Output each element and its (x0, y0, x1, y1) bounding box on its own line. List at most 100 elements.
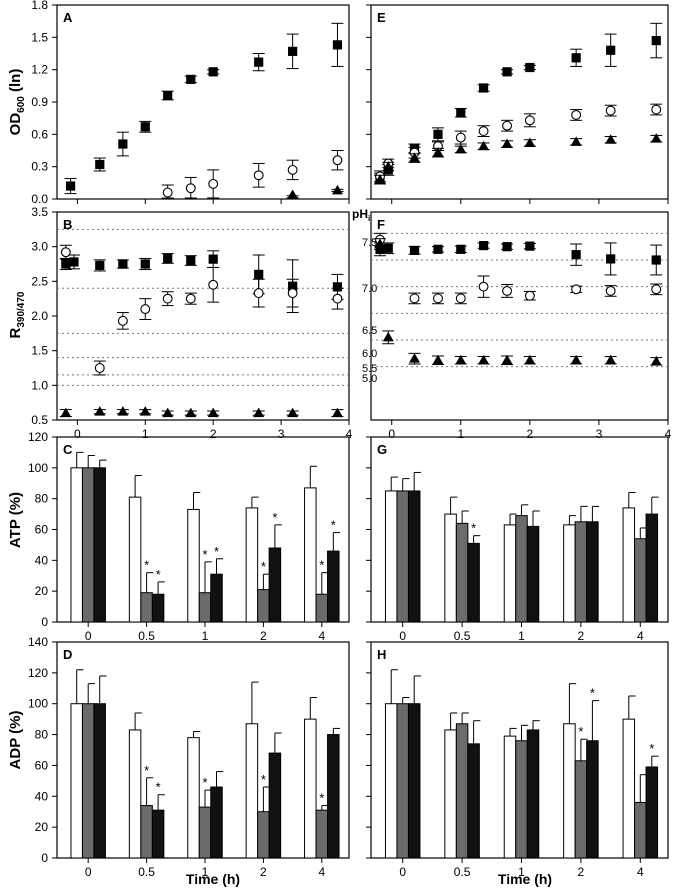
bar-black (93, 703, 106, 859)
x-tick-label: 0 (85, 865, 92, 879)
y-tick-label: 2.0 (31, 309, 48, 323)
y-tick-label: 0.9 (31, 95, 48, 109)
y-tick-label: 80 (35, 492, 49, 506)
data-point-circle (185, 183, 196, 194)
x-tick-label: 0 (85, 629, 92, 643)
significance-star: * (261, 772, 266, 787)
data-point-square (163, 90, 173, 101)
data-point-circle (162, 187, 173, 198)
significance-star: * (272, 510, 277, 525)
data-point-circle (287, 164, 298, 175)
significance-star: * (319, 558, 324, 573)
x-tick-label: 2 (210, 427, 217, 441)
ph-tick-label: 6.5 (362, 325, 377, 337)
panel-b: B 0.5 1.0 1.5 2.0 2.5 3.0 3.5 0 1 2 3 4 (31, 205, 352, 441)
x-tick-label: 2 (527, 427, 534, 441)
data-point-circle (287, 288, 298, 299)
y-tick-label: 1.5 (31, 344, 48, 358)
x-tick-label: 1 (202, 865, 209, 879)
x-tick-label: 2 (260, 865, 267, 879)
data-point-square (69, 257, 79, 267)
x-tick-label: 0.5 (454, 629, 471, 643)
data-point-triangle (478, 354, 490, 365)
y-tick-label: 20 (35, 820, 49, 834)
bar-black (327, 550, 340, 623)
bar-white (128, 729, 142, 859)
y-tick-label: 0.0 (31, 192, 48, 206)
data-point-triangle (501, 138, 513, 149)
bar-white (503, 524, 517, 623)
data-point-square (118, 139, 128, 149)
data-point-square (433, 129, 443, 139)
bar-gray (574, 521, 588, 623)
data-point-square (571, 53, 581, 63)
data-point-square (478, 241, 489, 251)
data-point-triangle (331, 407, 343, 418)
panel-label: H (377, 647, 386, 662)
data-point-triangle (570, 136, 582, 146)
x-tick-label: 2 (578, 629, 585, 643)
bar-gray (81, 467, 95, 623)
data-point-triangle (94, 406, 106, 416)
x-tick-label: 3 (278, 427, 285, 441)
data-point-triangle (432, 354, 444, 365)
bar-gray (515, 515, 528, 623)
significance-star: * (649, 741, 654, 756)
bar-black (467, 542, 480, 623)
bar-black (93, 467, 106, 623)
bar-black (210, 786, 223, 859)
bar-white (187, 508, 200, 623)
data-point-square (95, 159, 105, 170)
data-point-circle (94, 363, 105, 373)
y-tick-label: 80 (35, 728, 49, 742)
data-point-circle (332, 155, 343, 166)
bar-gray (81, 703, 95, 859)
significance-star: * (202, 775, 207, 790)
panel-e: E (366, 4, 669, 204)
bar-black (268, 547, 282, 623)
panel-g: G 0 0.5 * 1 2 4 (366, 436, 669, 643)
data-point-square (186, 255, 196, 266)
bar-gray (257, 589, 270, 623)
y-tick-label: 100 (28, 461, 48, 475)
y-tick-label: 0.3 (31, 160, 48, 174)
data-point-square (95, 260, 105, 270)
bar-gray (140, 592, 153, 623)
bar-black (407, 703, 421, 859)
ph-tick-label: 7.5 (362, 237, 377, 249)
bar-white (622, 507, 636, 623)
panel-frame (56, 211, 350, 421)
data-point-triangle (207, 407, 219, 418)
data-point-triangle (185, 407, 197, 418)
data-point-triangle (501, 354, 513, 365)
y-tick-label: 2.5 (31, 274, 48, 288)
x-tick-label: 0.5 (454, 865, 471, 879)
data-point-triangle (287, 189, 299, 199)
data-point-square (456, 108, 466, 118)
data-point-triangle (455, 143, 467, 154)
y-tick-label: 3.5 (31, 205, 48, 219)
y-tick-label: 120 (28, 666, 48, 680)
y-tick-label: 140 (28, 635, 48, 649)
y-tick-label: 1.5 (31, 30, 48, 44)
data-point-triangle (374, 174, 386, 184)
data-point-triangle (478, 140, 490, 151)
data-point-circle (455, 293, 466, 304)
data-point-circle (117, 315, 128, 326)
bar-black (151, 593, 165, 623)
y-tick-label: 0 (41, 851, 48, 865)
bar-gray (140, 805, 153, 859)
bar-white (384, 490, 398, 623)
data-point-square (409, 245, 420, 255)
significance-star: * (471, 521, 476, 536)
data-point-triangle (382, 331, 394, 342)
data-point-circle (571, 284, 582, 295)
ylabel-adp: ADP (%) (7, 711, 24, 770)
x-tick-label: 0.5 (138, 629, 155, 643)
x-tick-label: 4 (318, 629, 325, 643)
data-point-circle (253, 288, 264, 299)
data-point-triangle (524, 137, 536, 147)
y-tick-label: 1.8 (31, 0, 48, 12)
bar-white (70, 467, 83, 623)
